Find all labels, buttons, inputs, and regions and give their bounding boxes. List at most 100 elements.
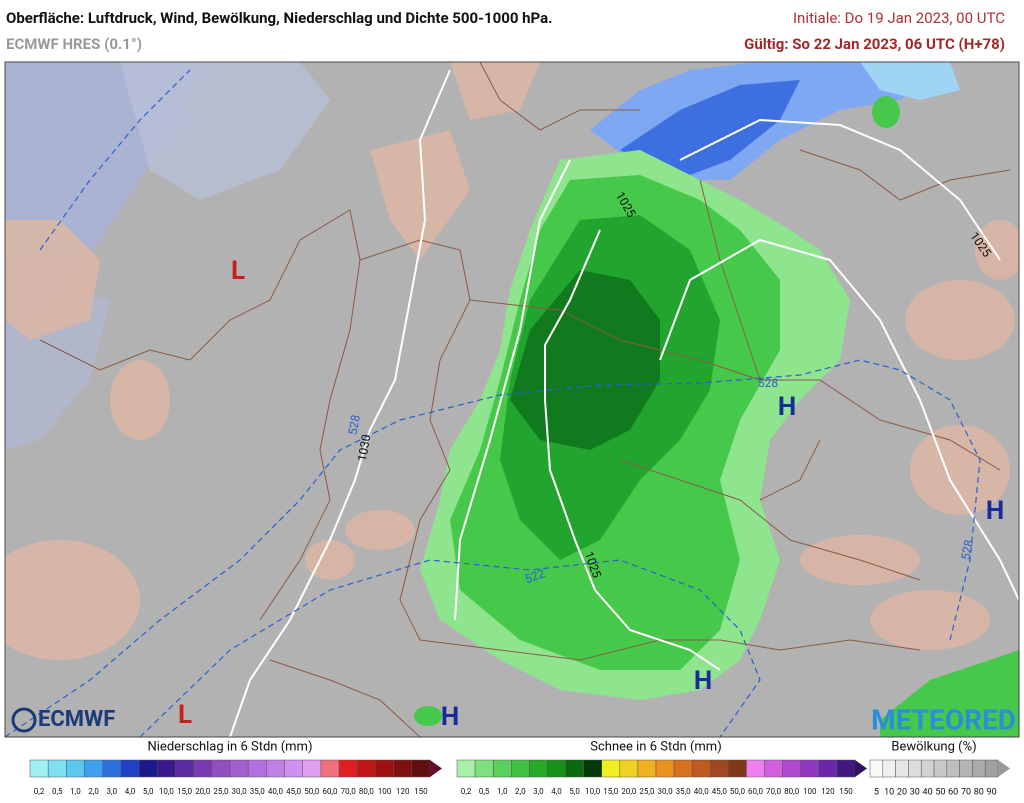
pressure-center: L <box>178 700 192 730</box>
pressure-center: L <box>231 256 245 286</box>
legend-swatch <box>959 759 973 778</box>
legend-label: 10,0 <box>585 787 601 796</box>
legend-label: 150 <box>839 787 853 796</box>
thickness-lines <box>5 69 981 737</box>
legend-swatch <box>728 759 747 778</box>
legend-swatch <box>655 759 675 778</box>
legend-label: 30,0 <box>658 787 674 796</box>
legend-label: 70,0 <box>766 787 782 796</box>
model-name: ECMWF HRES (0.1°) <box>6 35 142 53</box>
legend-label: 10,0 <box>159 787 175 796</box>
map-title: Oberfläche: Luftdruck, Wind, Bewölkung, … <box>6 9 553 27</box>
legend-swatch <box>266 759 285 778</box>
legend-swatch <box>908 759 922 778</box>
legend-swatch <box>601 759 621 778</box>
legend-label: 30,0 <box>232 787 248 796</box>
ecmwf-logo-mark <box>11 707 37 733</box>
legend-swatch <box>229 759 249 778</box>
legend-swatch <box>637 759 657 778</box>
valid-time: Gültig: So 22 Jan 2023, 06 UTC (H+78) <box>744 35 1005 53</box>
legend-swatch <box>691 759 711 778</box>
legend-label: 5 <box>874 787 879 797</box>
legend-label: 3,0 <box>533 787 544 796</box>
legend-swatch <box>492 759 512 778</box>
legend-label: 4,0 <box>125 787 136 796</box>
legend-swatch <box>138 759 158 778</box>
thickness-label: 528 <box>346 413 363 436</box>
legend-arrow <box>998 760 1010 777</box>
legend-label: 0,5 <box>52 787 63 796</box>
legend-label: 25,0 <box>213 787 229 796</box>
clear-sea <box>120 62 330 200</box>
thickness-label: 528 <box>959 538 976 561</box>
legends: Niederschlag in 6 Stdn (mm) 0,2 0,5 1,0 2,0 3… <box>29 739 1010 797</box>
legend-label: 20 <box>897 787 907 797</box>
isobars <box>229 69 1019 737</box>
legend-label: 40,0 <box>694 787 710 796</box>
legend-label: 40,0 <box>268 787 284 796</box>
ecmwf-logo: ECMWF <box>38 707 115 732</box>
pressure-center: H <box>694 666 712 696</box>
legend-label: 150 <box>414 787 428 796</box>
legend-label: 45,0 <box>286 787 302 796</box>
legend-swatch <box>782 759 801 778</box>
legend-label: 90 <box>987 787 997 797</box>
legend-swatch <box>456 759 476 778</box>
legend-swatch <box>211 759 231 778</box>
isobar-label: 1030 <box>355 433 374 462</box>
legend-swatch <box>302 759 322 778</box>
legend-swatch <box>338 759 358 778</box>
legend-label: 100 <box>378 787 392 796</box>
map <box>5 62 1019 737</box>
legend-swatch <box>836 759 856 778</box>
legend-swatch <box>175 759 194 778</box>
legend-swatch <box>357 759 376 778</box>
legend-label: 60,0 <box>322 787 338 796</box>
legend-swatch <box>619 759 639 778</box>
pressure-center: H <box>778 392 796 422</box>
legend-label: 30 <box>910 787 920 797</box>
precip-area <box>620 80 800 175</box>
legend-swatch <box>895 759 909 778</box>
legend-swatch <box>393 759 413 778</box>
legend-swatch <box>474 759 494 778</box>
legend-swatch <box>946 759 960 778</box>
pressure-center: H <box>986 496 1004 526</box>
legend-swatch <box>66 759 85 778</box>
legend-label: 20,0 <box>195 787 211 796</box>
legend-label: 1,0 <box>70 787 81 796</box>
legend-swatch <box>818 759 838 778</box>
legend-label: 0,5 <box>479 787 490 796</box>
legend-swatch <box>247 759 267 778</box>
legend-swatch <box>511 759 530 778</box>
legend-swatch <box>933 759 948 778</box>
legend-label: 20,0 <box>621 787 637 796</box>
legend-title: Bewölkung (%) <box>891 739 976 754</box>
legend-swatch <box>984 759 999 778</box>
legend-swatch <box>29 759 49 778</box>
legend-swatch <box>746 759 765 778</box>
legend-swatch <box>869 759 884 778</box>
legend-swatch <box>120 759 140 778</box>
legend-label: 120 <box>396 787 410 796</box>
legend-label: 1,0 <box>497 787 508 796</box>
legend-label: 10 <box>884 787 894 797</box>
legend-label: 15,0 <box>177 787 193 796</box>
legend-label: 40 <box>923 787 933 797</box>
legend-swatch <box>565 759 584 778</box>
legend-swatch <box>102 759 122 778</box>
legend-label: 50,0 <box>304 787 320 796</box>
legend-swatch <box>800 759 820 778</box>
legend-label: 45,0 <box>712 787 728 796</box>
legend-label: 100 <box>803 787 817 796</box>
legend-label: 0,2 <box>461 787 472 796</box>
legend-swatch <box>47 759 67 778</box>
legend-label: 70,0 <box>341 787 357 796</box>
legend-label: 60,0 <box>748 787 764 796</box>
legend-label: 3,0 <box>107 787 118 796</box>
legend-label: 80,0 <box>359 787 375 796</box>
legend-title: Schnee in 6 Stdn (mm) <box>590 739 721 754</box>
thickness-label: 528 <box>758 376 778 390</box>
borders <box>39 62 1011 737</box>
